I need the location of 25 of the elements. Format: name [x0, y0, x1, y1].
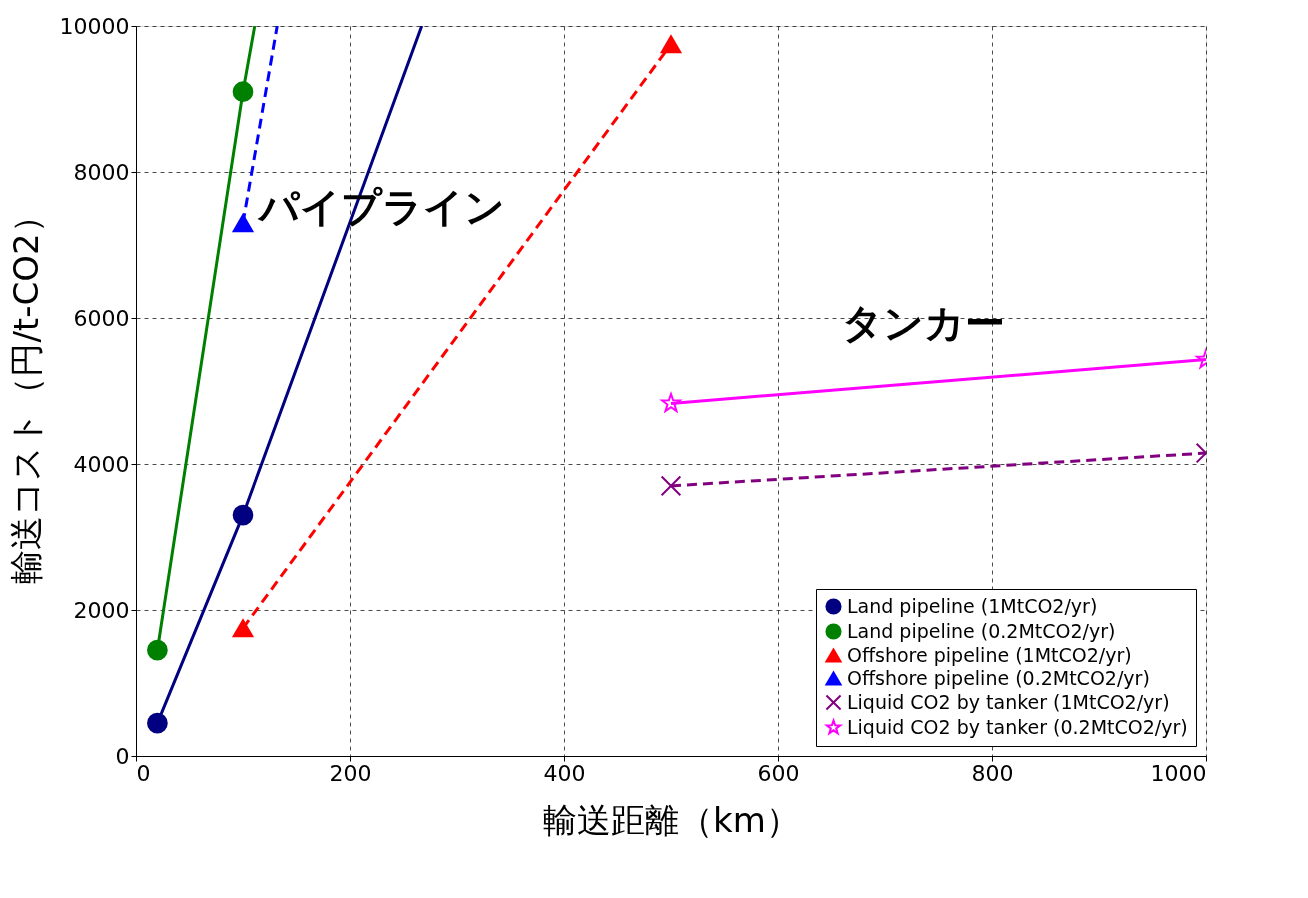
legend-label: Liquid CO2 by tanker (1MtCO2/yr) — [847, 690, 1170, 713]
legend-label: Liquid CO2 by tanker (0.2MtCO2/yr) — [847, 715, 1188, 738]
y-tick-label: 2000 — [73, 597, 130, 623]
legend-label: Land pipeline (1MtCO2/yr) — [847, 594, 1098, 617]
point — [147, 712, 168, 734]
x-tick-label: 600 — [757, 760, 800, 786]
point — [232, 81, 254, 103]
y-tick-label: 8000 — [73, 159, 130, 185]
y-tick-label: 10000 — [59, 13, 130, 39]
legend-label: Land pipeline (0.2MtCO2/yr) — [847, 619, 1116, 642]
legend-label: Offshore pipeline (0.2MtCO2/yr) — [847, 666, 1150, 689]
x-tick-label: 200 — [329, 760, 372, 786]
x-tick-label: 0 — [136, 760, 151, 786]
annotation: タンカー — [842, 300, 1006, 347]
y-tick-label: 4000 — [73, 451, 130, 477]
y-tick-label: 6000 — [73, 305, 130, 331]
x-tick-label: 1000 — [1150, 760, 1207, 786]
point — [147, 639, 168, 661]
x-axis-title: 輸送距離（km） — [543, 799, 800, 840]
x-tick-label: 800 — [971, 760, 1014, 786]
y-axis-title: 輸送コスト（円/t-CO2） — [5, 199, 46, 584]
point — [232, 504, 254, 526]
x-tick-label: 400 — [543, 760, 586, 786]
legend-label: Offshore pipeline (1MtCO2/yr) — [847, 643, 1132, 666]
y-tick-label: 0 — [115, 743, 130, 769]
